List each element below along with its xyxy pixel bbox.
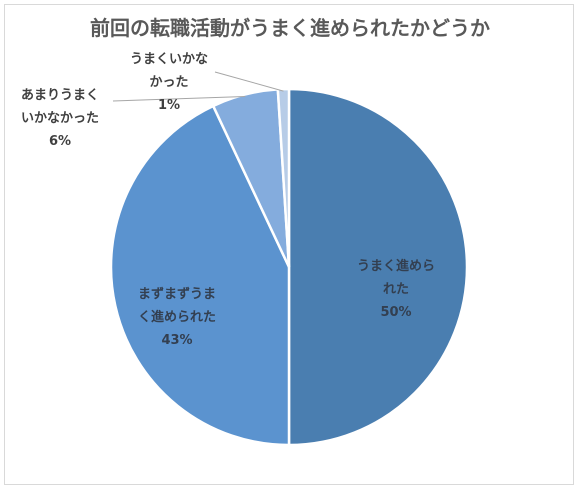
slice-label-line: うまくいかな xyxy=(130,52,208,67)
slice-label-line: まずまずうま xyxy=(138,286,216,302)
slice-percent-label: 6% xyxy=(49,134,71,149)
slice-label: うまく進められた 50% xyxy=(357,258,435,320)
slice-label-line: く進められた xyxy=(138,309,216,325)
slice-label-line: うまく進めら xyxy=(357,258,435,274)
slice-label-line: あまりうまく xyxy=(21,88,99,103)
leader-line xyxy=(112,96,246,102)
pie-slice xyxy=(109,104,291,447)
slice-percent-label: 43% xyxy=(161,333,192,348)
pie-slice xyxy=(287,87,469,447)
slice-label-line: かった xyxy=(149,75,188,90)
slice-label-line: れた xyxy=(383,282,409,297)
slice-percent-label: 1% xyxy=(158,98,180,113)
leader-line xyxy=(214,71,284,92)
slice-label-line: いかなかった xyxy=(21,111,99,126)
chart-title: 前回の転職活動がうまく進められたかどうか xyxy=(90,16,490,40)
slice-percent-label: 50% xyxy=(380,305,411,320)
